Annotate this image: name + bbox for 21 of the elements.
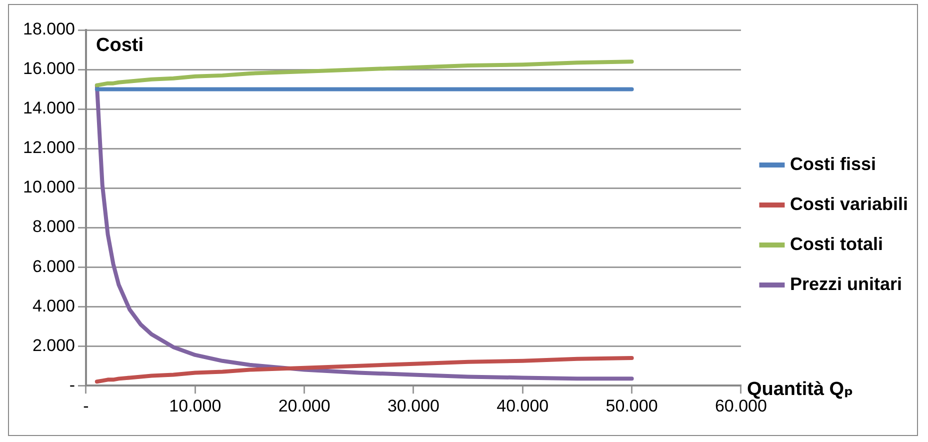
x-tick-label: 20.000	[278, 396, 330, 416]
x-tick-label: 40.000	[496, 396, 549, 416]
y-tick-label: 12.000	[22, 138, 75, 158]
legend-label: Costi totali	[790, 234, 883, 254]
x-tick-label: 50.000	[606, 396, 658, 416]
y-tick-label: 14.000	[22, 98, 75, 118]
y-tick-label: 18.000	[22, 20, 75, 39]
y-tick-label: 4.000	[32, 296, 75, 316]
y-tick-label: 2.000	[32, 336, 75, 355]
legend-label: Prezzi unitari	[790, 274, 902, 294]
y-axis-title: Costi	[96, 35, 144, 56]
y-tick-label: -	[69, 375, 75, 394]
y-tick-label: 16.000	[22, 59, 75, 78]
y-tick-label: 6.000	[32, 256, 75, 276]
x-tick-label: 10.000	[169, 396, 222, 416]
x-tick-label: -	[83, 396, 89, 416]
legend-label: Costi fissi	[790, 154, 876, 174]
y-tick-label: 8.000	[32, 217, 75, 236]
y-tick-label: 10.000	[22, 178, 75, 197]
x-tick-label: 30.000	[387, 396, 440, 416]
legend-label: Costi variabili	[790, 194, 908, 214]
